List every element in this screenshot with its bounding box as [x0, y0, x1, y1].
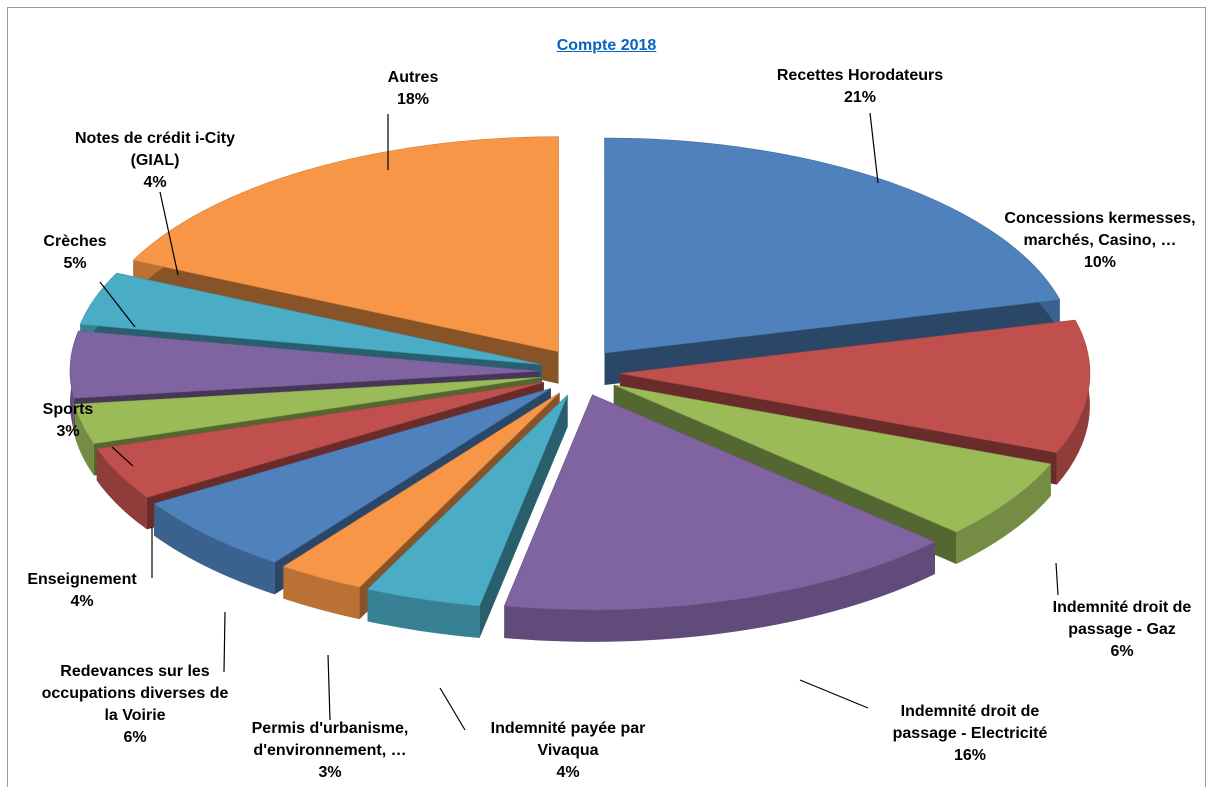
slice-label: Crèches 5% [43, 233, 106, 272]
pie-slice[interactable] [604, 137, 1061, 386]
slice-label: Indemnité droit de passage - Gaz 6% [1053, 599, 1192, 660]
slice-wall [283, 566, 360, 620]
leader-line [111, 446, 134, 467]
slice-label-line: Permis d'urbanisme, [252, 720, 409, 737]
slice-percent: 3% [318, 764, 341, 781]
slice-side [479, 394, 568, 639]
slice-label-line: (GIAL) [131, 152, 180, 169]
slice-label-line: passage - Electricité [893, 725, 1048, 742]
slice-label-line: Redevances sur les [60, 663, 210, 680]
slice-label: Sports 3% [43, 401, 94, 440]
chart-frame [7, 7, 1206, 787]
slice-label-line: Recettes Horodateurs [777, 67, 943, 84]
slice-top [366, 394, 568, 607]
slice-label-line: d'environnement, … [253, 742, 406, 759]
slice-percent: 18% [397, 91, 429, 108]
leader-line [327, 654, 331, 721]
leader-line [1055, 562, 1059, 596]
slice-wall [96, 448, 147, 530]
chart-title[interactable]: Compte 2018 [556, 37, 657, 54]
slice-percent: 5% [63, 255, 86, 272]
leader-line [799, 679, 869, 709]
slice-top [619, 319, 1091, 453]
slice-label-line: Vivaqua [537, 742, 598, 759]
slices-layer [69, 136, 1091, 642]
slice-wall [367, 589, 480, 639]
slice-label: Indemnité droit de passage - Electricité 1… [893, 703, 1048, 764]
slice-top [613, 384, 1052, 533]
leader-line [99, 281, 136, 328]
slice-label-line: la Voirie [104, 707, 165, 724]
slice-label-line: Notes de crédit i-City [75, 130, 235, 147]
labels-layer: Recettes Horodateurs 21% Concessions kerme… [27, 67, 1195, 781]
slice-percent: 4% [143, 174, 166, 191]
slice-top [282, 392, 560, 588]
slice-label: Indemnité payée par Vivaqua 4% [491, 720, 646, 781]
slice-label: Autres 18% [388, 69, 439, 108]
slice-percent: 10% [1084, 254, 1116, 271]
slice-label-line: marchés, Casino, … [1024, 232, 1177, 249]
slice-top [74, 376, 542, 444]
slice-top [69, 330, 541, 399]
pie-slice[interactable] [503, 394, 936, 642]
slice-percent: 6% [1110, 643, 1133, 660]
pie-slice[interactable] [366, 394, 568, 639]
slice-wall [74, 404, 94, 476]
slice-label-line: Crèches [43, 233, 106, 250]
slice-label-line: Indemnité payée par [491, 720, 646, 737]
slice-percent: 6% [123, 729, 146, 746]
slice-label-line: Indemnité droit de [1053, 599, 1192, 616]
slice-top [132, 136, 559, 353]
leader-line [223, 611, 226, 673]
slice-label: Enseignement 4% [27, 571, 137, 610]
leader-line [159, 191, 179, 276]
slice-percent: 21% [844, 89, 876, 106]
slice-label: Permis d'urbanisme, d'environnement, … 3% [252, 720, 409, 781]
slice-top [96, 381, 544, 498]
slice-label-line: passage - Gaz [1068, 621, 1176, 638]
leader-lines [99, 112, 1059, 731]
slice-label-line: occupations diverses de [42, 685, 229, 702]
slice-top [503, 394, 936, 611]
slice-percent: 4% [70, 593, 93, 610]
slice-percent: 16% [954, 747, 986, 764]
slice-percent: 4% [556, 764, 579, 781]
slice-percent: 3% [56, 423, 79, 440]
slice-top [604, 137, 1061, 354]
slice-label: Notes de crédit i-City (GIAL) 4% [75, 130, 235, 191]
slice-label-line: Concessions kermesses, [1004, 210, 1195, 227]
slice-label-line: Autres [388, 69, 439, 86]
slice-wall [154, 503, 275, 595]
slice-label: Concessions kermesses, marchés, Casino, …… [1004, 210, 1195, 271]
slice-label: Redevances sur les occupations diverses d… [42, 663, 229, 746]
slice-label-line: Indemnité droit de [901, 703, 1040, 720]
slice-wall [956, 464, 1051, 565]
slice-top [153, 388, 552, 563]
leader-line [869, 112, 879, 184]
slice-top [79, 272, 543, 365]
slice-wall [504, 542, 935, 642]
leader-line [439, 687, 466, 731]
slice-label: Recettes Horodateurs 21% [777, 67, 943, 106]
slice-label-line: Sports [43, 401, 94, 418]
slice-label-line: Enseignement [27, 571, 137, 588]
